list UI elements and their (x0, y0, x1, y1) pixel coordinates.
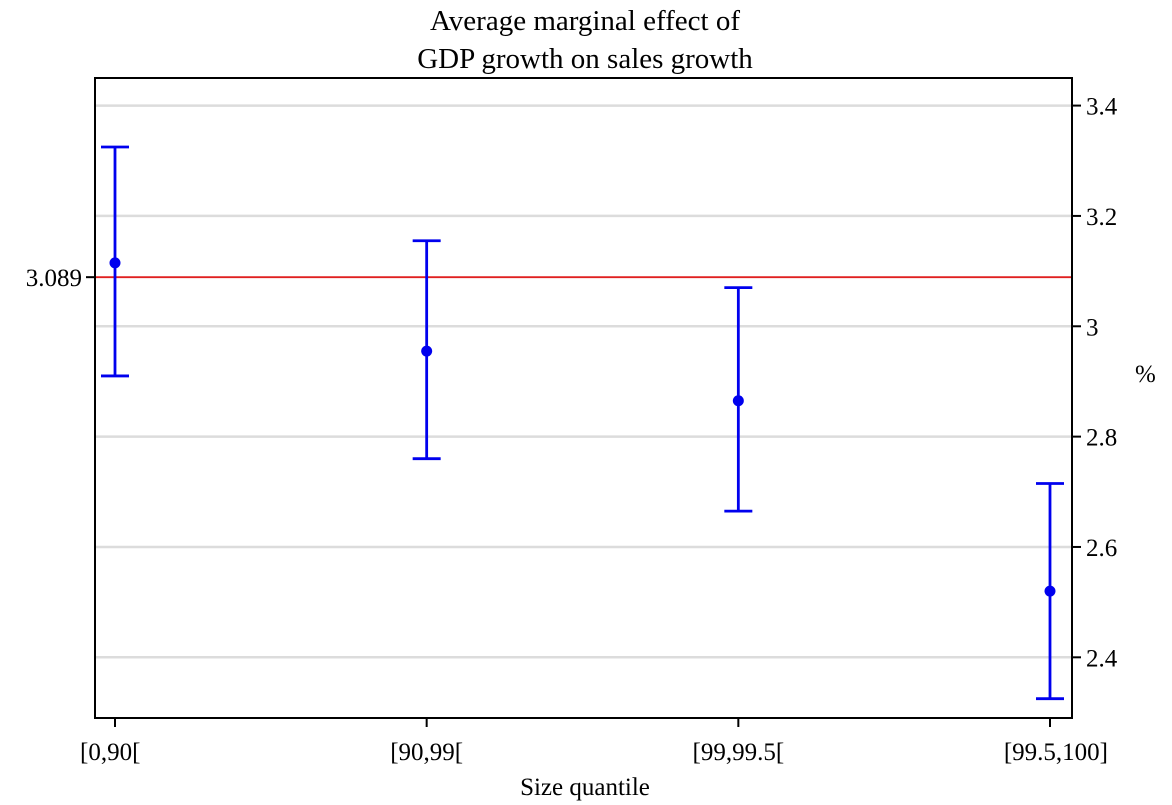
chart-title-line-2: GDP growth on sales growth (417, 43, 753, 75)
y-tick-label-0: 2.4 (1086, 645, 1118, 672)
reference-line-label: 3.089 (26, 265, 82, 292)
data-point-3 (1044, 585, 1056, 597)
error-bar-group-3 (1036, 482, 1064, 701)
y-axis: 2.4 2.6 2.8 3 3.2 3.4 (1072, 94, 1118, 672)
x-tick-label-2: [99,99.5[ (693, 739, 785, 766)
x-tick-label-3: [99.5,100] (1004, 739, 1108, 766)
data-series (101, 145, 1064, 701)
y-axis-title: % (1135, 361, 1156, 388)
reference-line-group: 3.089 (26, 265, 1072, 292)
x-axis-title: Size quantile (520, 774, 650, 801)
error-bar-group-0 (101, 145, 129, 378)
chart-title: Average marginal effect of GDP growth on… (417, 5, 753, 75)
y-tick-label-4: 3.2 (1086, 204, 1117, 231)
data-point-2 (732, 395, 744, 407)
chart-title-line-1: Average marginal effect of (430, 5, 740, 37)
x-tick-label-0: [0,90[ (80, 739, 140, 766)
data-point-0 (109, 257, 121, 269)
y-tick-label-3: 3 (1086, 314, 1099, 341)
plot-frame (94, 77, 1073, 719)
gridlines (95, 104, 1072, 659)
data-point-1 (421, 345, 433, 357)
y-tick-label-2: 2.8 (1086, 425, 1117, 452)
error-bar-group-1 (412, 239, 441, 461)
x-tick-label-1: [90,99[ (390, 739, 463, 766)
y-tick-label-1: 2.6 (1086, 535, 1117, 562)
y-tick-label-5: 3.4 (1086, 94, 1118, 121)
x-axis: [0,90[ [90,99[ [99,99.5[ [99.5,100] (80, 718, 1108, 766)
error-bar-group-2 (724, 286, 753, 513)
